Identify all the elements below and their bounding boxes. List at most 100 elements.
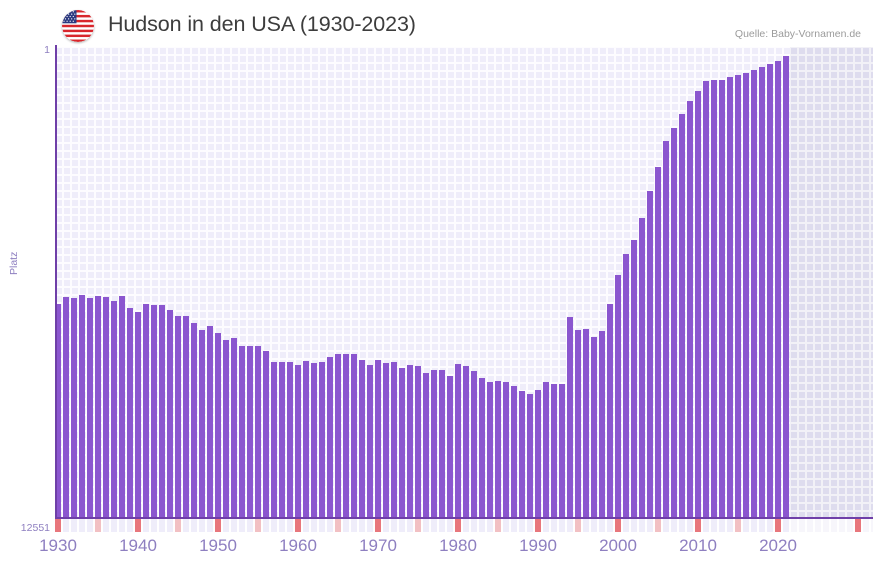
bar[interactable] [551, 383, 557, 518]
bar[interactable] [743, 72, 749, 518]
bar[interactable] [295, 365, 301, 518]
plot-area [55, 47, 873, 518]
bar[interactable] [287, 362, 293, 518]
bar[interactable] [591, 336, 597, 518]
bar[interactable] [727, 77, 733, 518]
bar[interactable] [655, 167, 661, 518]
bar[interactable] [407, 365, 413, 518]
bar[interactable] [127, 308, 133, 518]
bar[interactable] [255, 346, 261, 518]
bar[interactable] [751, 70, 757, 518]
bar[interactable] [319, 361, 325, 518]
bar[interactable] [559, 383, 565, 518]
bar[interactable] [215, 332, 221, 518]
bar[interactable] [447, 376, 453, 518]
bar[interactable] [167, 310, 173, 518]
bar[interactable] [183, 316, 189, 518]
bar[interactable] [103, 296, 109, 518]
bar[interactable] [359, 359, 365, 518]
bar[interactable] [375, 359, 381, 518]
bar[interactable] [143, 304, 149, 518]
bar[interactable] [95, 296, 101, 518]
bar[interactable] [695, 91, 701, 518]
bar[interactable] [431, 370, 437, 518]
bar[interactable] [71, 298, 77, 518]
bar[interactable] [495, 380, 501, 518]
bar[interactable] [511, 385, 517, 518]
bar[interactable] [607, 303, 613, 518]
bar[interactable] [471, 370, 477, 518]
bar[interactable] [647, 191, 653, 518]
bar[interactable] [479, 378, 485, 518]
bar[interactable] [343, 353, 349, 518]
bar[interactable] [335, 353, 341, 518]
bar[interactable] [623, 253, 629, 518]
bar[interactable] [663, 141, 669, 518]
bar[interactable] [159, 304, 165, 518]
bar[interactable] [55, 304, 61, 518]
bar[interactable] [599, 330, 605, 518]
bar[interactable] [463, 365, 469, 518]
bar[interactable] [719, 80, 725, 518]
bar[interactable] [271, 361, 277, 518]
bar[interactable] [615, 274, 621, 518]
bar[interactable] [711, 80, 717, 518]
bar[interactable] [639, 218, 645, 518]
bar[interactable] [767, 64, 773, 518]
bar[interactable] [399, 367, 405, 518]
bar[interactable] [703, 81, 709, 518]
bar[interactable] [87, 298, 93, 518]
bar[interactable] [783, 56, 789, 518]
bar[interactable] [383, 363, 389, 518]
bar[interactable] [455, 363, 461, 518]
bar[interactable] [391, 362, 397, 518]
bar[interactable] [503, 381, 509, 518]
bar[interactable] [367, 364, 373, 518]
bar[interactable] [423, 373, 429, 518]
bar[interactable] [519, 390, 525, 518]
bar[interactable] [583, 329, 589, 518]
bar[interactable] [263, 351, 269, 518]
bar[interactable] [671, 128, 677, 518]
bar[interactable] [135, 312, 141, 518]
bar[interactable] [191, 322, 197, 518]
bar[interactable] [575, 330, 581, 518]
bar[interactable] [439, 370, 445, 518]
x-axis-tick [423, 519, 429, 532]
bar[interactable] [351, 353, 357, 518]
bar[interactable] [239, 345, 245, 518]
bar[interactable] [535, 390, 541, 518]
bar[interactable] [151, 304, 157, 518]
bar[interactable] [759, 67, 765, 518]
bar[interactable] [687, 101, 693, 518]
bar[interactable] [527, 393, 533, 518]
bar[interactable] [631, 239, 637, 518]
bar[interactable] [327, 357, 333, 518]
bar[interactable] [415, 366, 421, 518]
x-axis-tick [559, 519, 565, 532]
bar[interactable] [247, 345, 253, 518]
bar[interactable] [775, 61, 781, 518]
bar[interactable] [231, 338, 237, 518]
bar[interactable] [303, 361, 309, 518]
bar[interactable] [311, 362, 317, 518]
bar[interactable] [487, 382, 493, 518]
x-axis-tick [847, 519, 853, 532]
x-axis-tick [311, 519, 317, 532]
bar[interactable] [567, 316, 573, 518]
bar[interactable] [735, 74, 741, 518]
bar[interactable] [679, 113, 685, 518]
bar[interactable] [223, 340, 229, 518]
bar[interactable] [175, 316, 181, 518]
x-axis-tick [647, 519, 653, 532]
x-axis-tick [367, 519, 373, 532]
bar[interactable] [279, 361, 285, 518]
bar[interactable] [207, 326, 213, 518]
bar[interactable] [111, 300, 117, 518]
bar[interactable] [119, 296, 125, 518]
bar[interactable] [79, 294, 85, 518]
bar[interactable] [543, 382, 549, 518]
x-axis-tick [231, 519, 237, 532]
bar[interactable] [63, 296, 69, 518]
bar[interactable] [199, 329, 205, 518]
